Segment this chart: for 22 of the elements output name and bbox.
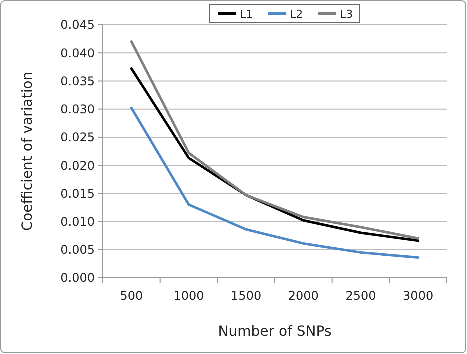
y-tick-label: 0.015 — [60, 186, 95, 201]
x-axis-title: Number of SNPs — [218, 324, 332, 340]
legend-label: L1 — [240, 8, 254, 21]
line-series — [130, 106, 420, 260]
y-tick-label: 0.040 — [60, 46, 95, 60]
x-tick-label: 3000 — [403, 289, 434, 303]
y-tick-label: 0.000 — [60, 271, 95, 286]
y-tick-label: 0.010 — [60, 214, 95, 229]
x-tick-label: 2000 — [288, 289, 319, 303]
y-tick-label: 0.045 — [60, 18, 95, 32]
x-tick-label: 500 — [120, 289, 144, 303]
y-tick-label: 0.025 — [60, 130, 95, 145]
x-tick-label: 1000 — [174, 289, 204, 303]
y-tick-label: 0.020 — [60, 158, 95, 173]
legend-label: L3 — [340, 8, 354, 21]
y-tick-label: 0.035 — [60, 74, 95, 88]
y-tick-label: 0.005 — [60, 243, 95, 258]
y-tick-label: 0.030 — [60, 102, 95, 117]
legend-label: L2 — [290, 8, 304, 21]
x-tick-label: 1500 — [231, 289, 262, 303]
y-axis-title: Coefficient of variation — [20, 72, 36, 232]
x-tick-label: 2500 — [346, 289, 376, 303]
